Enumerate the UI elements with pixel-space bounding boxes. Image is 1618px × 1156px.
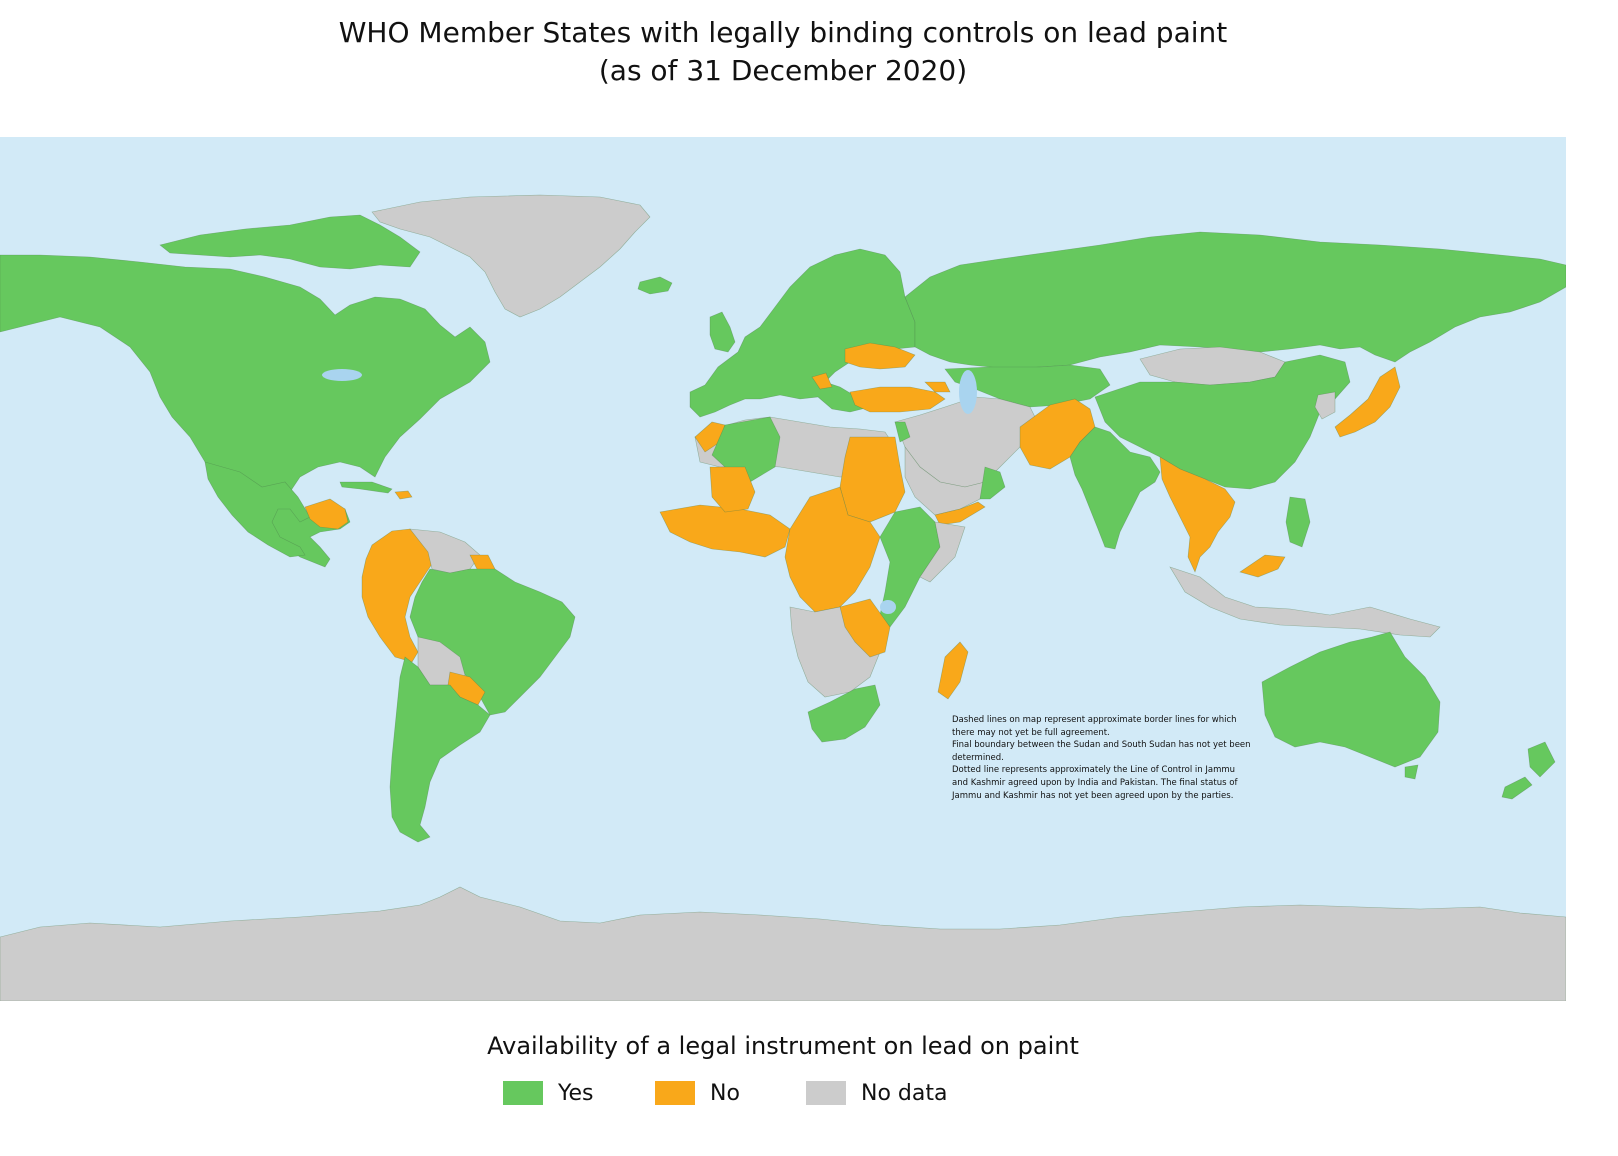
legend-item-nodata: No data <box>806 1078 947 1108</box>
region-china <box>1094 354 1351 490</box>
region-caribbean <box>339 481 393 494</box>
region-central-america <box>304 498 349 530</box>
region-sahel <box>709 466 756 513</box>
note-line: Dotted line represents approximately the… <box>952 765 1236 776</box>
note-line: Dashed lines on map represent approximat… <box>952 715 1237 725</box>
region-southeast-asia <box>1159 456 1236 573</box>
legend: Yes No No data <box>0 1078 1566 1108</box>
legend-label-nodata: No data <box>861 1080 948 1106</box>
lake-victoria <box>880 600 896 614</box>
region-east-africa <box>879 506 941 628</box>
legend-title: Availability of a legal instrument on le… <box>487 1032 1079 1060</box>
map-notes: Dashed lines on map represent approximat… <box>952 714 1252 802</box>
note-line: there may not yet be full agreement. <box>952 727 1110 738</box>
region-balkans <box>811 372 833 390</box>
note-line: and Kashmir agreed upon by India and Pak… <box>952 777 1238 788</box>
region-ukraine <box>844 342 916 370</box>
region-antarctica <box>0 886 1566 1001</box>
region-brazil <box>409 568 576 716</box>
legend-item-yes: Yes <box>503 1078 594 1108</box>
region-caribbean-2 <box>394 490 413 500</box>
legend-swatch-no <box>655 1081 695 1105</box>
region-india <box>1069 426 1161 550</box>
note-line: Final boundary between the Sudan and Sou… <box>952 740 1251 751</box>
legend-swatch-nodata <box>806 1081 846 1105</box>
region-new-zealand <box>1527 741 1556 778</box>
region-caucasus <box>924 381 951 393</box>
region-tasmania <box>1404 764 1419 780</box>
map-title-line-2: (as of 31 December 2020) <box>598 54 968 87</box>
note-line: Jammu and Kashmir has not yet been agree… <box>952 790 1234 801</box>
legend-label-yes: Yes <box>558 1080 594 1106</box>
region-egypt-sudan <box>839 436 906 523</box>
region-oman <box>979 466 1006 500</box>
region-horn <box>919 521 966 583</box>
region-korea <box>1314 391 1336 420</box>
region-madagascar <box>937 641 969 700</box>
region-greenland <box>371 194 651 318</box>
region-iceland <box>637 276 673 295</box>
legend-item-no: No <box>655 1078 740 1108</box>
region-new-zealand-south <box>1501 776 1533 800</box>
region-uk <box>709 311 736 353</box>
world-map <box>0 137 1566 1001</box>
region-southern-cone <box>389 656 491 843</box>
region-north-america <box>0 254 491 568</box>
region-australia <box>1261 631 1441 768</box>
note-line: determined. <box>952 752 1004 763</box>
region-algeria <box>711 416 781 483</box>
region-canada-arctic <box>159 214 421 270</box>
lake-caspian <box>959 370 977 414</box>
region-indonesia <box>1169 566 1441 638</box>
lake-great-lakes <box>322 369 362 381</box>
region-malaysia <box>1239 554 1286 578</box>
region-zambia <box>839 598 891 658</box>
region-japan <box>1334 366 1401 438</box>
legend-label-no: No <box>710 1080 740 1106</box>
world-map-svg <box>0 137 1566 1001</box>
region-turkey <box>849 386 946 413</box>
region-levant <box>894 421 911 443</box>
region-mexico <box>204 461 311 558</box>
legend-swatch-yes <box>503 1081 543 1105</box>
region-south-africa <box>807 684 881 743</box>
region-central-africa <box>784 486 881 613</box>
map-title-line-1: WHO Member States with legally binding c… <box>338 16 1228 49</box>
region-philippines <box>1285 496 1311 548</box>
map-title: WHO Member States with legally binding c… <box>0 14 1566 90</box>
